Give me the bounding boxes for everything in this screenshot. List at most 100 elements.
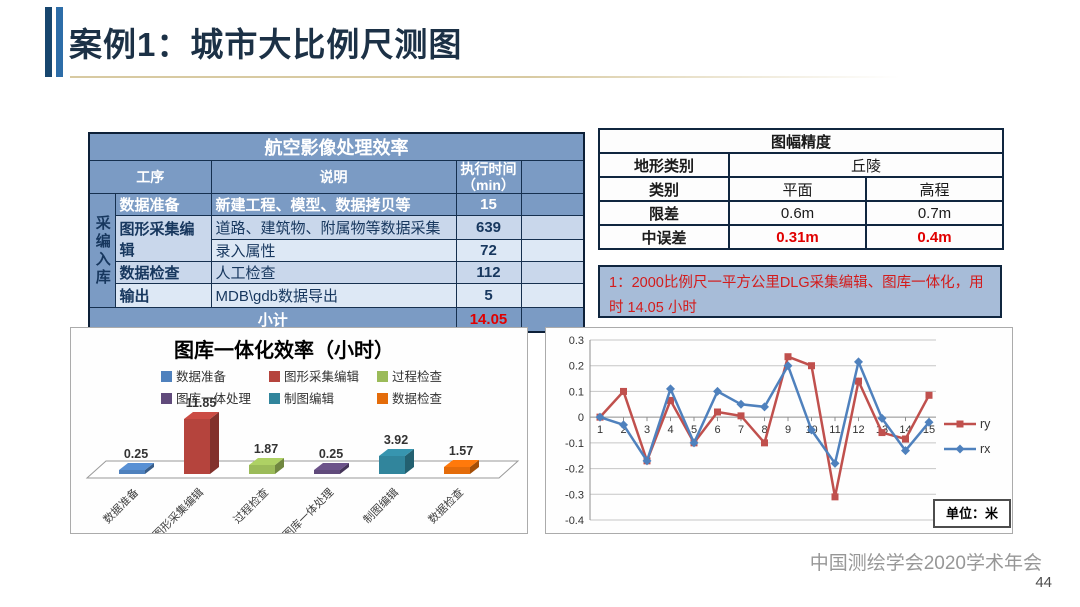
- group-label-caibianruku: 采编入库: [88, 193, 116, 309]
- data-point-rx: [783, 361, 793, 371]
- category-label: 类别: [598, 176, 730, 202]
- y-tick-label: 0.2: [569, 361, 584, 373]
- bar-top-face: [444, 460, 479, 467]
- table-row-desc: 道路、建筑物、附属物等数据采集: [210, 215, 457, 241]
- table-row-process: 图形采集编辑: [114, 215, 212, 263]
- bar-value-label: 1.87: [254, 442, 278, 456]
- bar-side-face: [340, 463, 349, 474]
- bar-chart-title: 图库一体化效率（小时）: [174, 338, 394, 362]
- col-header-time-line1: 执行时间: [460, 161, 517, 177]
- legend-label: rx: [980, 442, 991, 456]
- table-row-time: 112: [455, 261, 522, 285]
- x-tick-label: 1: [597, 424, 603, 436]
- processing-efficiency-table: 航空影像处理效率 工序 说明 执行时间 （min） 采编入库 数据准备 新建工程…: [88, 132, 586, 333]
- page-number: 44: [1035, 574, 1052, 591]
- legend-label: 数据检查: [392, 391, 443, 406]
- legend-swatch: [269, 371, 280, 382]
- table-row-empty: [520, 239, 585, 263]
- bar: [314, 470, 340, 474]
- table-row-desc: 录入属性: [210, 239, 457, 263]
- bar-category-label: 图形采集编辑: [150, 485, 207, 533]
- category-plane: 平面: [728, 176, 867, 202]
- bar-value-label: 1.57: [449, 444, 473, 458]
- bar: [119, 470, 145, 474]
- bar: [249, 465, 275, 474]
- data-point-ry: [925, 391, 933, 399]
- bar: [444, 467, 470, 474]
- legend-marker: [955, 444, 965, 454]
- y-tick-label: 0.1: [569, 386, 584, 398]
- legend-marker: [956, 420, 964, 428]
- title-accent-bar-light: [56, 7, 63, 77]
- table-row-process: 数据准备: [114, 193, 212, 217]
- bar-side-face: [275, 458, 284, 474]
- bar-top-face: [184, 412, 219, 419]
- data-point-ry: [878, 429, 886, 437]
- legend-swatch: [161, 371, 172, 382]
- y-tick-label: -0.4: [565, 515, 584, 527]
- bar-value-label: 11.85: [186, 396, 217, 410]
- legend-swatch: [161, 393, 172, 404]
- col-header-description: 说明: [210, 159, 457, 195]
- category-elevation: 高程: [865, 176, 1004, 202]
- y-tick-label: 0.3: [569, 335, 584, 347]
- legend-label: 数据准备: [176, 369, 227, 384]
- bar-top-face: [379, 449, 414, 456]
- line-chart: 0.30.20.10-0.1-0.2-0.3-0.412345678910111…: [565, 335, 1011, 528]
- data-point-rx: [642, 456, 652, 466]
- bar-side-face: [145, 463, 154, 474]
- data-point-ry: [761, 439, 768, 447]
- y-tick-label: -0.3: [565, 489, 584, 501]
- data-point-ry: [667, 396, 674, 404]
- terrain-type-label: 地形类别: [598, 152, 730, 178]
- rmse-plane: 0.31m: [728, 224, 867, 250]
- x-tick-label: 6: [714, 424, 720, 436]
- data-point-rx: [854, 357, 863, 367]
- x-tick-label: 12: [852, 424, 864, 436]
- data-point-rx: [736, 399, 746, 409]
- data-point-rx: [807, 425, 816, 435]
- y-tick-label: -0.2: [565, 464, 584, 476]
- table-row-empty: [520, 193, 585, 217]
- bar-category-label: 数据检查: [425, 485, 466, 526]
- x-tick-label: 9: [785, 424, 791, 436]
- unit-label: 单位：米: [946, 506, 999, 521]
- data-point-rx: [619, 420, 628, 430]
- table-row-process: 输出: [114, 283, 212, 309]
- series-line-rx: [599, 357, 930, 467]
- col-header-empty: [520, 159, 585, 195]
- data-point-rx: [877, 413, 887, 423]
- bar-chart-panel: 图库一体化效率（小时） 数据准备 图形采集编辑 过程检查 图库一体处理 制图编辑 数据检查 0…: [70, 327, 528, 534]
- y-tick-label: 0: [578, 412, 584, 424]
- unit-box: [933, 499, 1011, 528]
- x-tick-label: 2: [620, 424, 626, 436]
- table-row-time: 72: [455, 239, 522, 263]
- bar-top-face: [249, 458, 284, 465]
- table-row-empty: [520, 283, 585, 309]
- page-title: 案例1：城市大比例尺测图: [69, 26, 463, 63]
- x-tick-label: 7: [738, 424, 744, 436]
- table-row-time: 15: [455, 193, 522, 217]
- table-row-desc: 人工检查: [210, 261, 457, 285]
- tolerance-label: 限差: [598, 200, 730, 226]
- bar-category-label: 图库一体处理: [280, 485, 337, 533]
- table-row-empty: [520, 215, 585, 241]
- y-tick-label: -0.1: [565, 438, 584, 450]
- data-point-ry: [855, 377, 862, 385]
- bar-side-face: [470, 460, 479, 474]
- data-point-rx: [713, 386, 722, 396]
- terrain-type-value: 丘陵: [728, 152, 1004, 178]
- legend-label: ry: [980, 417, 991, 431]
- col-header-time: 执行时间 （min）: [455, 159, 522, 195]
- bar-value-label: 3.92: [384, 433, 408, 447]
- x-tick-label: 4: [667, 424, 673, 436]
- bar: [184, 419, 210, 474]
- bar: [379, 456, 405, 474]
- data-point-rx: [830, 458, 840, 468]
- accuracy-note: 1：2000比例尺一平方公里DLG采集编辑、图库一体化，用时 14.05 小时: [598, 265, 1002, 318]
- bar-category-label: 制图编辑: [360, 485, 401, 526]
- data-point-ry: [902, 435, 909, 443]
- bar-category-label: 数据准备: [100, 485, 141, 526]
- table-row-time: 5: [455, 283, 522, 309]
